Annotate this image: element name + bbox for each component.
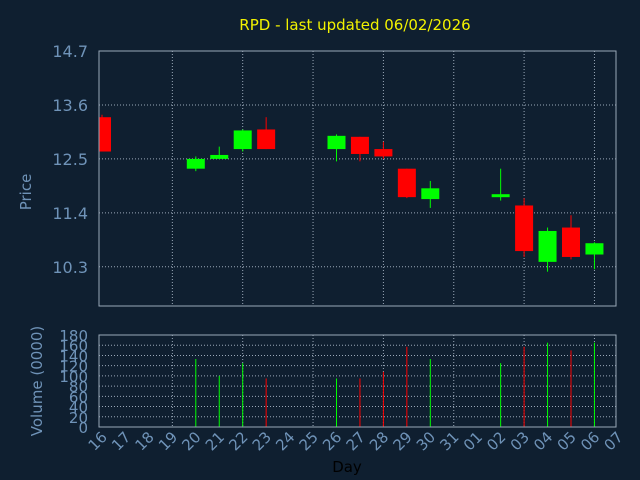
candles xyxy=(99,114,604,272)
candle-body xyxy=(397,168,416,198)
x-tick-label: 04 xyxy=(530,428,556,454)
volume-tick-label: 60 xyxy=(69,388,88,406)
x-axis-label: Day xyxy=(332,458,362,476)
volume-bars xyxy=(195,342,595,427)
candle-body xyxy=(257,129,276,150)
x-tick-label: 03 xyxy=(507,428,533,454)
price-tick-label: 10.3 xyxy=(52,258,88,277)
volume-tick-label: 160 xyxy=(59,337,88,355)
price-tick-label: 13.6 xyxy=(52,96,88,115)
x-tick-label: 23 xyxy=(249,428,275,454)
volume-tick-label: 100 xyxy=(59,368,88,386)
chart-title: RPD - last updated 06/02/2026 xyxy=(239,16,470,34)
price-panel-frame xyxy=(98,50,617,307)
candle-body xyxy=(186,158,205,169)
candle-body xyxy=(99,117,111,152)
price-tick-label: 12.5 xyxy=(52,150,88,169)
x-tick-label: 24 xyxy=(272,428,298,454)
x-tick-label: 22 xyxy=(225,428,251,454)
volume-tick-label: 140 xyxy=(59,347,88,365)
x-tick-label: 25 xyxy=(296,428,322,454)
x-tick-label: 26 xyxy=(319,428,345,454)
volume-tick-label: 40 xyxy=(69,399,88,417)
volume-tick-label: 20 xyxy=(69,409,88,427)
price-axis-label: Price xyxy=(17,174,35,211)
candle-body xyxy=(585,243,604,255)
candle-body xyxy=(327,135,346,150)
candle-body xyxy=(374,149,393,157)
x-tick-label: 05 xyxy=(554,428,580,454)
price-tick-label: 11.4 xyxy=(52,204,88,223)
volume-tick-label: 80 xyxy=(69,378,88,396)
x-tick-label: 30 xyxy=(413,428,439,454)
x-tick-label: 19 xyxy=(155,428,181,454)
x-tick-label: 02 xyxy=(483,428,509,454)
x-tick-label: 17 xyxy=(108,428,134,454)
candle-body xyxy=(562,227,580,257)
volume-tick-label: 0 xyxy=(78,419,88,437)
grid xyxy=(99,50,616,428)
candle-body xyxy=(210,154,229,159)
x-tick-label: 21 xyxy=(202,428,228,454)
candle-body xyxy=(233,130,252,150)
x-tick-label: 29 xyxy=(389,428,415,454)
plot-frames xyxy=(98,50,617,428)
x-tick-label: 27 xyxy=(343,428,369,454)
x-tick-label: 16 xyxy=(85,428,111,454)
volume-panel-frame xyxy=(98,334,617,428)
price-tick-label: 14.7 xyxy=(52,42,88,61)
volume-tick-label: 180 xyxy=(59,327,88,345)
volume-axis-label: Volume (0000) xyxy=(28,326,46,436)
x-tick-label: 06 xyxy=(577,428,603,454)
x-tick-label: 07 xyxy=(600,428,626,454)
x-tick-label: 20 xyxy=(178,428,204,454)
x-tick-label: 31 xyxy=(436,428,462,454)
candle-body xyxy=(538,230,557,262)
candle-body xyxy=(491,194,510,198)
volume-tick-label: 120 xyxy=(59,358,88,376)
candle-body xyxy=(515,205,534,252)
x-tick-label: 28 xyxy=(366,428,392,454)
x-tick-label: 01 xyxy=(460,428,486,454)
x-tick-label: 18 xyxy=(131,428,157,454)
candle-body xyxy=(421,188,440,200)
candle-body xyxy=(350,136,369,154)
